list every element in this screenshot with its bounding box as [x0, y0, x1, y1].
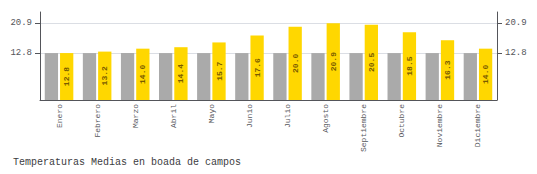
svg-text:Enero: Enero	[55, 104, 64, 128]
svg-text:14.0: 14.0	[481, 65, 490, 84]
svg-text:Junio: Junio	[245, 104, 254, 128]
svg-text:Mayo: Mayo	[207, 104, 216, 123]
svg-text:Agosto: Agosto	[321, 104, 330, 133]
svg-text:20.9: 20.9	[10, 18, 32, 28]
svg-text:18.5: 18.5	[405, 56, 414, 75]
svg-text:17.6: 17.6	[253, 58, 262, 77]
svg-text:Abril: Abril	[169, 104, 178, 128]
svg-text:Octubre: Octubre	[397, 104, 406, 138]
svg-text:13.2: 13.2	[100, 66, 109, 85]
svg-text:12.8: 12.8	[62, 67, 71, 86]
svg-text:16.3: 16.3	[443, 60, 452, 79]
svg-text:Septiembre: Septiembre	[359, 104, 368, 152]
svg-text:14.0: 14.0	[138, 65, 147, 84]
svg-text:14.4: 14.4	[176, 64, 185, 83]
svg-text:Marzo: Marzo	[131, 104, 140, 128]
svg-text:20.9: 20.9	[329, 52, 338, 71]
svg-text:12.8: 12.8	[10, 48, 32, 58]
svg-text:Noviembre: Noviembre	[435, 104, 444, 147]
svg-text:Diciembre: Diciembre	[473, 104, 482, 147]
svg-text:Julio: Julio	[283, 104, 292, 128]
svg-text:Temperaturas Medias en boada d: Temperaturas Medias en boada de campos	[13, 157, 241, 168]
svg-text:Febrero: Febrero	[93, 104, 102, 138]
svg-text:20.5: 20.5	[367, 53, 376, 72]
svg-text:20.9: 20.9	[505, 18, 527, 28]
svg-text:20.0: 20.0	[291, 54, 300, 73]
svg-text:15.7: 15.7	[215, 61, 224, 80]
svg-text:12.8: 12.8	[505, 48, 527, 58]
